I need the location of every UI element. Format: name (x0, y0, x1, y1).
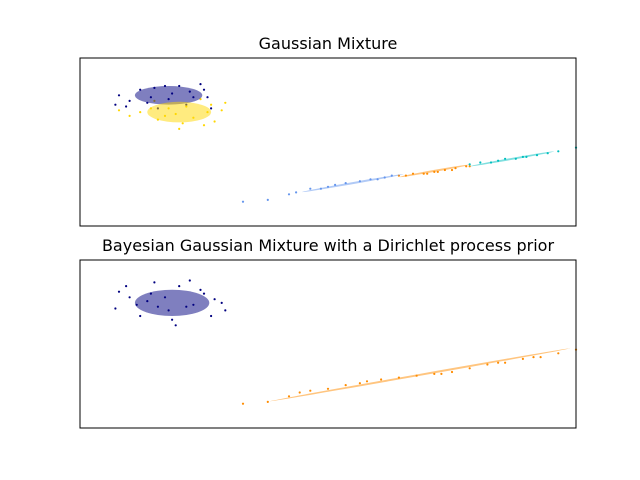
scatter-point (241, 200, 245, 203)
scatter-point (128, 296, 131, 299)
scatter-point (358, 382, 361, 385)
scatter-point (178, 285, 181, 288)
scatter-point (210, 314, 213, 318)
scatter-point (174, 324, 177, 327)
chart-title: Bayesian Gaussian Mixture with a Dirichl… (102, 236, 555, 255)
covariance-ellipse (147, 101, 212, 123)
dirichlet-mixture-panel: Bayesian Gaussian Mixture with a Dirichl… (79, 236, 578, 429)
scatter-point (128, 99, 131, 102)
scatter-point (128, 114, 131, 117)
scatter-point (114, 103, 117, 106)
plot-frame (79, 259, 577, 429)
scatter-point (125, 105, 128, 108)
scatter-point (178, 127, 181, 130)
scatter-point (468, 165, 471, 168)
scatter-point (224, 309, 227, 312)
scatter-point (486, 363, 489, 366)
scatter-point (497, 361, 500, 364)
scatter-point (532, 356, 535, 359)
plot-marks (114, 279, 578, 405)
scatter-point (521, 357, 525, 360)
covariance-ellipse (134, 86, 203, 105)
covariance-ellipse (270, 348, 571, 402)
plot-frame (79, 57, 577, 227)
scatter-point (295, 191, 298, 194)
covariance-ellipse (302, 174, 404, 193)
gaussian-mixture-panel: Gaussian Mixture (79, 34, 578, 227)
scatter-point (266, 400, 269, 403)
scatter-point (202, 124, 206, 127)
scatter-point (450, 370, 454, 374)
scatter-point (213, 120, 216, 123)
scatter-point (206, 96, 209, 99)
scatter-point (220, 109, 223, 112)
plot-area (80, 260, 576, 428)
scatter-point (117, 290, 121, 293)
scatter-point (202, 292, 206, 295)
scatter-point (539, 356, 542, 359)
chart-title: Gaussian Mixture (259, 34, 398, 53)
scatter-point (199, 83, 202, 86)
scatter-point (210, 103, 213, 106)
scatter-point (188, 279, 191, 282)
scatter-point (287, 395, 291, 398)
scatter-point (309, 389, 312, 392)
scatter-point (468, 367, 471, 370)
scatter-point (450, 168, 454, 172)
scatter-point (202, 88, 206, 91)
covariance-ellipse (134, 289, 210, 316)
covariance-ellipse (470, 151, 555, 167)
scatter-point (241, 402, 245, 405)
scatter-point (220, 301, 223, 304)
scatter-point (171, 318, 174, 321)
scatter-point (380, 378, 383, 381)
scatter-point (479, 161, 482, 164)
scatter-point (557, 352, 560, 355)
scatter-point (117, 94, 121, 97)
scatter-point (309, 187, 312, 190)
scatter-point (199, 288, 202, 291)
scatter-point (365, 380, 369, 383)
scatter-point (266, 198, 269, 201)
scatter-point (468, 163, 471, 166)
scatter-point (153, 281, 156, 284)
scatter-point (504, 361, 507, 364)
scatter-point (125, 285, 128, 288)
scatter-point (139, 314, 142, 318)
scatter-point (117, 109, 121, 112)
plot-area (80, 58, 576, 226)
scatter-point (287, 193, 291, 196)
scatter-point (440, 372, 443, 375)
scatter-point (344, 384, 347, 387)
covariance-ellipse (399, 164, 470, 178)
scatter-point (210, 107, 213, 110)
scatter-point (557, 150, 560, 153)
scatter-point (114, 307, 117, 310)
scatter-point (326, 387, 330, 390)
scatter-point (213, 298, 216, 301)
plot-marks (114, 83, 578, 203)
scatter-point (298, 391, 301, 394)
scatter-point (139, 111, 142, 114)
scatter-point (224, 101, 227, 104)
scatter-point (181, 122, 184, 125)
